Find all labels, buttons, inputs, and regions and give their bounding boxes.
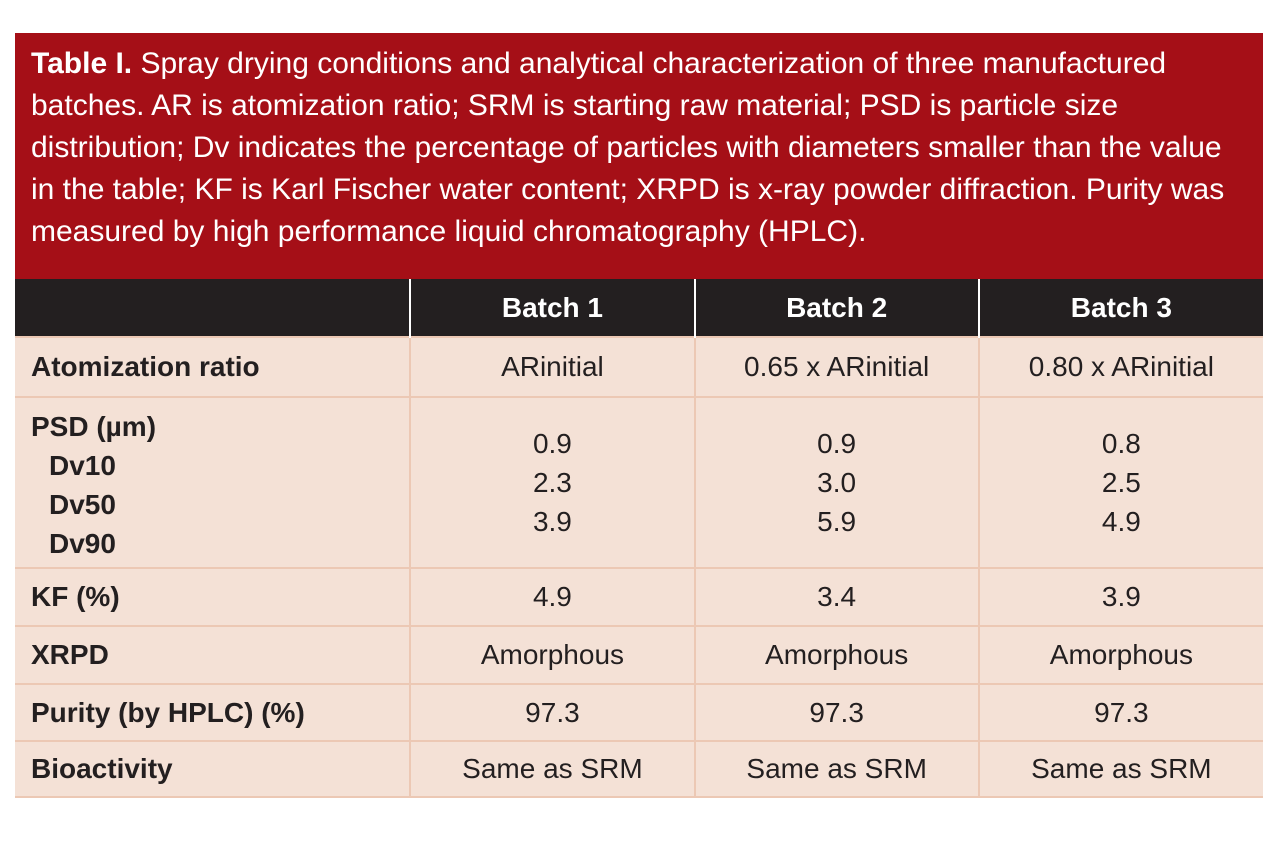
psd-batch-2-dv50: 3.0 xyxy=(817,467,857,498)
row-label-kf: KF (%) xyxy=(15,567,411,626)
cell-kf-batch-3: 3.9 xyxy=(977,567,1263,626)
table-row: Bioactivity Same as SRM Same as SRM Same… xyxy=(15,740,1263,798)
cell-psd-batch-1: 0.9 2.3 3.9 xyxy=(409,396,695,568)
cell-psd-batch-2: 0.9 3.0 5.9 xyxy=(693,396,979,568)
psd-batch-3-dv10: 0.8 xyxy=(1101,428,1141,459)
row-label-psd: PSD (µm) Dv10 Dv50 Dv90 xyxy=(15,396,411,568)
psd-batch-2-dv90: 5.9 xyxy=(817,506,857,537)
psd-batch-1-dv90: 3.9 xyxy=(532,506,572,537)
caption-text: Spray drying conditions and analytical c… xyxy=(31,47,1225,248)
cell-bioactivity-batch-1: Same as SRM xyxy=(409,740,695,798)
header-batch-3: Batch 3 xyxy=(977,279,1263,337)
table-row: Purity (by HPLC) (%) 97.3 97.3 97.3 xyxy=(15,683,1263,741)
table-row: PSD (µm) Dv10 Dv50 Dv90 0.9 2.3 3.9 0.9 … xyxy=(15,396,1263,568)
data-table: Batch 1 Batch 2 Batch 3 Atomization rati… xyxy=(15,279,1263,798)
cell-atomization-batch-2: 0.65 x ARinitial xyxy=(693,336,979,397)
header-empty xyxy=(15,279,411,337)
table-caption: Table I. Spray drying conditions and ana… xyxy=(15,33,1263,279)
table-row: KF (%) 4.9 3.4 3.9 xyxy=(15,567,1263,626)
cell-purity-batch-2: 97.3 xyxy=(693,683,979,741)
cell-xrpd-batch-1: Amorphous xyxy=(409,625,695,684)
row-label-xrpd: XRPD xyxy=(15,625,411,684)
row-label-atomization: Atomization ratio xyxy=(15,336,411,397)
table-figure: Table I. Spray drying conditions and ana… xyxy=(15,33,1263,798)
cell-xrpd-batch-2: Amorphous xyxy=(693,625,979,684)
cell-bioactivity-batch-3: Same as SRM xyxy=(977,740,1263,798)
psd-sublabel-dv10: Dv10 xyxy=(49,450,116,481)
cell-atomization-batch-3: 0.80 x ARinitial xyxy=(977,336,1263,397)
header-row: Batch 1 Batch 2 Batch 3 xyxy=(15,279,1263,337)
psd-batch-3-dv50: 2.5 xyxy=(1101,467,1141,498)
row-label-purity: Purity (by HPLC) (%) xyxy=(15,683,411,741)
psd-batch-1-dv10: 0.9 xyxy=(532,428,572,459)
caption-label: Table I. xyxy=(31,47,133,80)
psd-sublabel-dv90: Dv90 xyxy=(49,528,116,559)
header-batch-1: Batch 1 xyxy=(409,279,695,337)
psd-sublabel-dv50: Dv50 xyxy=(49,489,116,520)
cell-bioactivity-batch-2: Same as SRM xyxy=(693,740,979,798)
psd-batch-1-dv50: 2.3 xyxy=(532,467,572,498)
psd-label: PSD (µm) xyxy=(31,411,157,442)
cell-purity-batch-3: 97.3 xyxy=(977,683,1263,741)
cell-xrpd-batch-3: Amorphous xyxy=(977,625,1263,684)
cell-kf-batch-1: 4.9 xyxy=(409,567,695,626)
cell-kf-batch-2: 3.4 xyxy=(693,567,979,626)
table-row: Atomization ratio ARinitial 0.65 x ARini… xyxy=(15,336,1263,397)
row-label-bioactivity: Bioactivity xyxy=(15,740,411,798)
cell-atomization-batch-1: ARinitial xyxy=(409,336,695,397)
psd-batch-2-dv10: 0.9 xyxy=(817,428,857,459)
header-batch-2: Batch 2 xyxy=(693,279,979,337)
cell-purity-batch-1: 97.3 xyxy=(409,683,695,741)
psd-batch-3-dv90: 4.9 xyxy=(1101,506,1141,537)
table-row: XRPD Amorphous Amorphous Amorphous xyxy=(15,625,1263,684)
cell-psd-batch-3: 0.8 2.5 4.9 xyxy=(977,396,1263,568)
